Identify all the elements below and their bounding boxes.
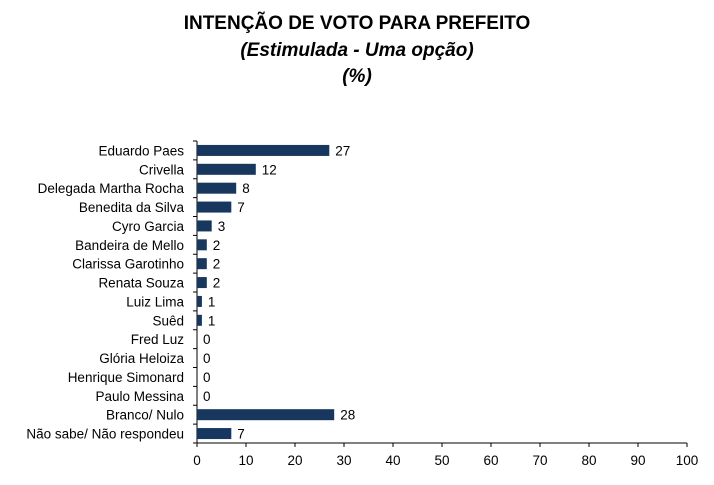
x-tick-label: 70	[532, 453, 547, 468]
data-label: 28	[340, 408, 355, 423]
category-label: Henrique Simonard	[68, 370, 184, 385]
chart-title: INTENÇÃO DE VOTO PARA PREFEITO	[183, 13, 531, 34]
x-tick-label: 100	[676, 453, 699, 468]
data-label: 2	[213, 238, 221, 253]
category-label: Glória Heloiza	[99, 351, 184, 366]
data-label: 7	[237, 427, 245, 442]
data-label: 2	[213, 257, 221, 272]
category-label: Suêd	[152, 313, 184, 328]
data-label: 0	[203, 370, 211, 385]
category-label: Não sabe/ Não respondeu	[26, 427, 184, 442]
bar	[197, 277, 207, 289]
x-tick-label: 60	[483, 453, 498, 468]
bar	[197, 182, 237, 194]
category-label: Delegada Martha Rocha	[38, 181, 185, 196]
data-label: 3	[218, 219, 226, 234]
category-label: Renata Souza	[98, 276, 184, 291]
x-tick-label: 20	[287, 453, 302, 468]
category-label: Clarissa Garotinho	[72, 257, 184, 272]
bar	[197, 201, 232, 213]
data-label: 1	[208, 313, 216, 328]
bar	[197, 314, 202, 326]
chart-unit: (%)	[342, 66, 372, 87]
data-label: 7	[237, 200, 245, 215]
x-tick-label: 80	[581, 453, 596, 468]
bar	[197, 428, 232, 440]
data-label: 2	[213, 276, 221, 291]
data-label: 27	[335, 143, 350, 158]
data-label: 0	[203, 351, 211, 366]
x-tick-label: 10	[238, 453, 253, 468]
x-tick-label: 90	[630, 453, 645, 468]
bar	[197, 258, 207, 270]
bar	[197, 220, 212, 232]
x-tick-label: 40	[385, 453, 400, 468]
bar	[197, 144, 330, 156]
data-label: 8	[242, 181, 250, 196]
bar	[197, 409, 335, 421]
category-label: Luiz Lima	[126, 294, 184, 309]
bar	[197, 239, 207, 251]
bar	[197, 295, 202, 307]
category-label: Branco/ Nulo	[106, 408, 184, 423]
chart-subtitle: (Estimulada - Uma opção)	[240, 40, 474, 61]
data-label: 0	[203, 332, 211, 347]
bar	[197, 163, 256, 175]
data-label: 1	[208, 294, 216, 309]
x-tick-label: 30	[336, 453, 351, 468]
category-label: Bandeira de Mello	[75, 238, 184, 253]
category-label: Fred Luz	[131, 332, 185, 347]
category-label: Paulo Messina	[95, 389, 184, 404]
category-label: Cyro Garcia	[112, 219, 185, 234]
x-tick-label: 50	[434, 453, 449, 468]
data-label: 12	[262, 162, 277, 177]
category-label: Eduardo Paes	[98, 143, 184, 158]
category-label: Crivella	[139, 162, 185, 177]
category-label: Benedita da Silva	[79, 200, 185, 215]
x-tick-label: 0	[193, 453, 201, 468]
data-label: 0	[203, 389, 211, 404]
